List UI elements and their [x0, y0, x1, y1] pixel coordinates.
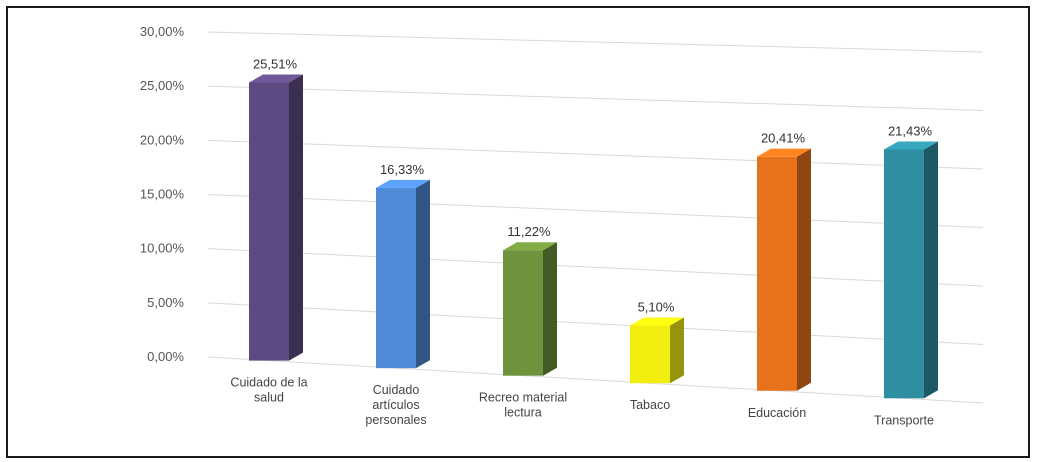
bar — [249, 74, 303, 361]
bar-side — [924, 141, 938, 399]
category-label-line: artículos — [372, 398, 419, 412]
bar — [884, 141, 938, 399]
grid-line — [207, 356, 984, 404]
category-label: Transporte — [874, 413, 934, 427]
bar-side — [289, 74, 303, 361]
category-label-line: salud — [254, 391, 284, 405]
bar — [630, 317, 684, 384]
data-label: 11,22% — [507, 224, 551, 239]
grid-line — [207, 31, 984, 53]
bar-top — [249, 74, 303, 83]
category-label-line: Cuidado de la — [230, 376, 307, 390]
category-label-line: Tabaco — [630, 398, 670, 412]
bar-front — [630, 325, 670, 384]
y-tick-label: 20,00% — [140, 132, 185, 147]
y-tick-label: 25,00% — [140, 78, 185, 93]
bar-front — [249, 82, 289, 361]
bar-top — [503, 242, 557, 251]
y-tick-label: 5,00% — [147, 295, 184, 310]
bar — [376, 179, 430, 369]
category-label: Recreo material lectura — [479, 391, 567, 420]
data-label: 5,10% — [638, 299, 675, 314]
y-tick-label: 15,00% — [140, 187, 185, 202]
bar-front — [376, 187, 416, 369]
grid-lines — [207, 31, 984, 404]
data-label: 21,43% — [888, 123, 933, 138]
data-label: 20,41% — [761, 131, 806, 146]
bar-front — [884, 149, 924, 399]
category-label: Cuidado de la salud — [230, 376, 307, 405]
y-tick-label: 0,00% — [147, 349, 184, 364]
bar-top — [376, 179, 430, 188]
y-axis-ticks: 0,00% 5,00% 10,00% 15,00% 20,00% 25,00% 30,00% — [140, 24, 185, 364]
category-label: Educación — [748, 406, 806, 420]
bar-side — [670, 317, 684, 384]
category-label: Tabaco — [630, 398, 670, 412]
category-label: Cuidado artículos personales — [365, 383, 426, 427]
data-label: 25,51% — [253, 57, 298, 72]
grid-line — [207, 248, 984, 287]
category-label-line: Cuidado — [373, 383, 420, 397]
bar-front — [503, 250, 543, 376]
y-tick-label: 30,00% — [140, 24, 185, 39]
bar-side — [543, 242, 557, 376]
bar-top — [630, 317, 684, 326]
grid-line — [207, 194, 984, 228]
chart-frame: 0,00% 5,00% 10,00% 15,00% 20,00% 25,00% 30,00%… — [6, 6, 1030, 458]
category-labels: Cuidado de la salud Cuidado artículos person… — [230, 376, 934, 428]
category-label-line: lectura — [504, 406, 542, 420]
grid-line — [207, 302, 984, 345]
grid-line — [207, 139, 984, 170]
bar — [503, 242, 557, 376]
bars — [249, 74, 938, 399]
category-label-line: personales — [365, 413, 426, 427]
category-label-line: Educación — [748, 406, 806, 420]
bar-front — [757, 156, 797, 391]
bar-chart: 0,00% 5,00% 10,00% 15,00% 20,00% 25,00% 30,00%… — [140, 24, 984, 428]
bar-side — [416, 179, 430, 369]
data-labels: 25,51% 16,33% 11,22% 5,10% 20,41% 21,43% — [253, 57, 933, 315]
bar-side — [797, 148, 811, 391]
bar-top — [757, 148, 811, 157]
bar — [757, 148, 811, 391]
category-label-line: Transporte — [874, 413, 934, 427]
data-label: 16,33% — [380, 162, 425, 177]
grid-line — [207, 85, 984, 111]
bar-top — [884, 141, 938, 150]
y-tick-label: 10,00% — [140, 241, 185, 256]
category-label-line: Recreo material — [479, 391, 567, 405]
